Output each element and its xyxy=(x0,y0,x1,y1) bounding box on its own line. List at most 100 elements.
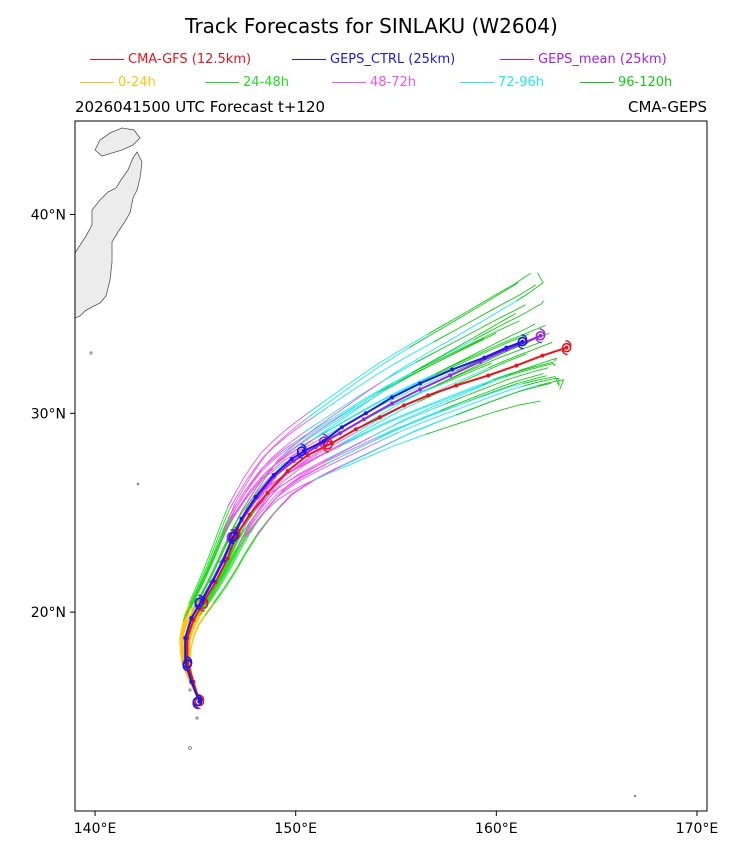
ensemble-member-track xyxy=(266,428,388,509)
ensemble-member-track xyxy=(508,357,558,376)
ensemble-member-track xyxy=(301,337,426,424)
geps-ctrl-track-point xyxy=(390,395,395,400)
x-tick-label: 150°E xyxy=(274,821,317,837)
geps-ctrl-track-point xyxy=(301,449,306,454)
cma-gfs-track-point xyxy=(247,512,252,517)
legend-item-72-96h: 72-96h xyxy=(460,75,544,90)
legend-item-24-48h: 24-48h xyxy=(205,75,289,90)
x-tick-label: 160°E xyxy=(475,821,518,837)
chart-title: Track Forecasts for SINLAKU (W2604) xyxy=(185,14,558,38)
ensemble-member-track xyxy=(371,369,523,438)
ensemble-member-track xyxy=(312,332,452,419)
cma-gfs-track-point xyxy=(305,453,310,458)
geps-ctrl-track-point xyxy=(221,558,226,563)
typhoon-symbol-icon xyxy=(561,339,572,356)
ensemble-member-track xyxy=(408,282,519,348)
ensemble-member-track xyxy=(413,333,529,386)
y-tick-label: 40°N xyxy=(31,207,66,223)
ensemble-member-track xyxy=(245,457,340,538)
typhoon-symbol-icon xyxy=(192,693,203,710)
cma-gfs-track-point xyxy=(514,363,519,368)
ensemble-member-track xyxy=(411,313,517,374)
legend-item-geps-ctrl: GEPS_CTRL (25km) xyxy=(292,52,455,67)
ensemble-member-track xyxy=(199,525,254,616)
legend-swatch xyxy=(460,82,494,83)
ensemble-member-track xyxy=(415,304,526,363)
geps-ctrl-track-point xyxy=(211,578,216,583)
geps-ctrl-track-point xyxy=(197,699,202,704)
ensemble-member-track xyxy=(340,408,473,468)
ensemble-member-track xyxy=(247,405,357,502)
ensemble-member-track xyxy=(304,353,433,433)
legend-swatch xyxy=(90,59,124,60)
geps-ctrl-track-point xyxy=(289,457,294,462)
geps-ctrl-track-point xyxy=(239,516,244,521)
ensemble-member-track xyxy=(299,377,430,449)
geps-mean-track-point xyxy=(538,333,543,338)
ensemble-member-track xyxy=(427,272,531,335)
ensemble-member-track xyxy=(537,379,565,390)
cma-gfs-track xyxy=(186,346,567,702)
legend-swatch xyxy=(205,82,239,83)
cma-gfs-track-point xyxy=(225,556,230,561)
legend-label: 48-72h xyxy=(370,75,417,90)
geps-mean-track-point xyxy=(448,373,453,378)
ensemble-member-track xyxy=(312,364,427,441)
island xyxy=(188,746,192,750)
ensemble-member-track xyxy=(267,370,399,474)
legend-swatch xyxy=(292,59,326,60)
legend-label: GEPS_CTRL (25km) xyxy=(330,52,456,67)
ensemble-member-track xyxy=(200,511,258,611)
geps-ctrl-track-point xyxy=(520,339,525,344)
ensemble-member-track xyxy=(348,373,510,441)
model-name-label: CMA-GEPS xyxy=(628,98,707,116)
ensemble-member-track xyxy=(199,514,251,613)
ensemble-member-track xyxy=(380,293,528,383)
ensemble-member-track xyxy=(266,432,399,509)
geps-mean-track-point xyxy=(361,417,366,422)
ensemble-member-track xyxy=(227,403,322,507)
legend-label: CMA-GFS (12.5km) xyxy=(128,52,252,67)
geps-mean-track-point xyxy=(418,387,423,392)
ensemble-member-track xyxy=(223,434,306,528)
geps-ctrl-track-point xyxy=(363,411,368,416)
cma-gfs-track-point xyxy=(486,373,491,378)
ensemble-member-track xyxy=(282,389,387,459)
geps-mean-track-point xyxy=(337,431,342,436)
ensemble-member-track xyxy=(204,525,265,616)
ensemble-member-track xyxy=(213,493,293,604)
legend-item-0-24h: 0-24h xyxy=(80,75,156,90)
cma-gfs-track-point xyxy=(540,353,545,358)
ensemble-member-track xyxy=(216,462,286,548)
legend-label: 0-24h xyxy=(118,75,156,90)
ensemble-member-track xyxy=(226,439,313,530)
legend-item-48-72h: 48-72h xyxy=(332,75,416,90)
legend-label: 72-96h xyxy=(498,75,545,90)
ensemble-member-track xyxy=(236,474,326,549)
typhoon-symbol-icon xyxy=(322,437,333,453)
y-tick-label: 30°N xyxy=(31,406,66,422)
legend-swatch xyxy=(500,59,534,60)
island xyxy=(195,716,199,720)
ensemble-member-track xyxy=(445,367,549,405)
ensemble-member-track xyxy=(229,408,327,509)
ensemble-member-track xyxy=(207,496,278,605)
ensemble-member-track xyxy=(442,324,546,371)
geps-ctrl-track-point xyxy=(253,494,258,499)
cma-gfs-track-point xyxy=(426,393,431,398)
ensemble-member-track xyxy=(188,492,236,605)
ensemble-member-track xyxy=(455,382,552,416)
axis-ticks: 140°E 150°E 160°E 170°E 20°N 30°N 40°N xyxy=(31,207,719,837)
ensemble-member-track xyxy=(255,460,354,538)
typhoon-symbol-icon xyxy=(228,528,239,545)
ensemble-member-track xyxy=(312,428,443,482)
legend-swatch xyxy=(80,82,114,83)
geps-ctrl-track-point xyxy=(189,679,194,684)
ensemble-member-track xyxy=(425,400,541,435)
ensemble-member-track xyxy=(191,513,242,612)
legend-label: GEPS_mean (25km) xyxy=(538,52,667,67)
land-japan-north xyxy=(94,127,141,157)
ensemble-member-track xyxy=(229,413,314,516)
cma-gfs-track-point xyxy=(454,383,459,388)
